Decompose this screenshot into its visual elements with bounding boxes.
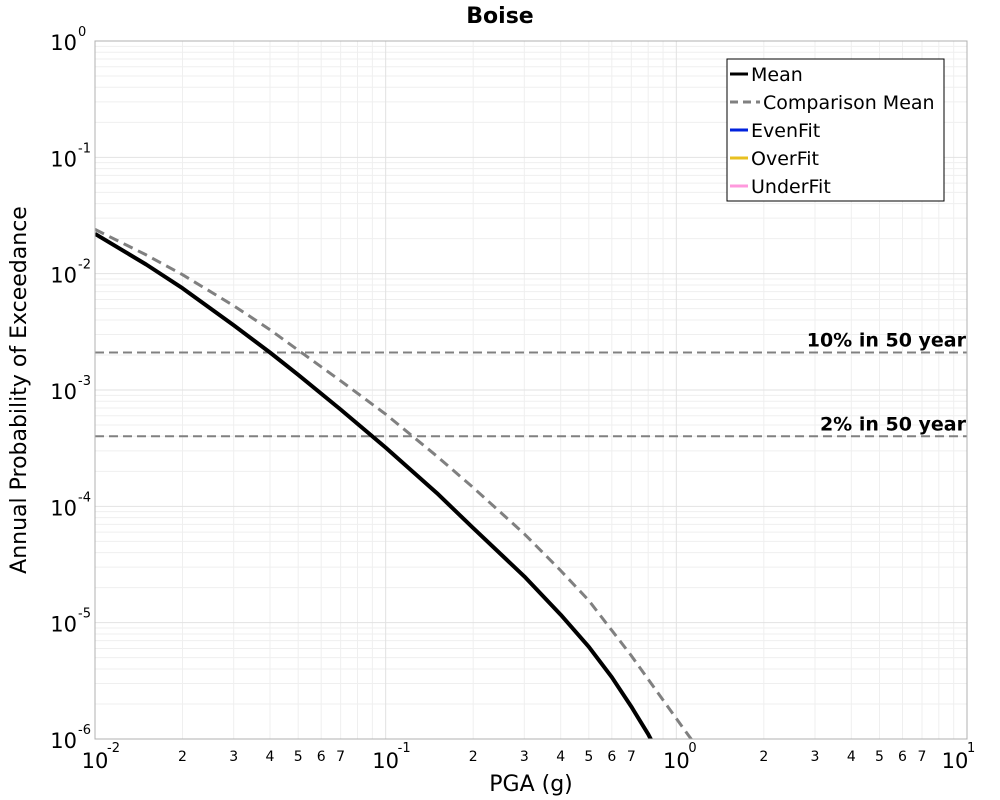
y-tick-exponent: -6 xyxy=(78,723,91,738)
x-minor-tick-label: 7 xyxy=(336,749,345,765)
reference-line-label: 10% in 50 year xyxy=(807,330,967,352)
y-tick-exponent: -3 xyxy=(78,374,91,389)
series-lines xyxy=(95,228,693,739)
x-minor-tick-label: 4 xyxy=(556,749,565,765)
y-tick-exponent: 0 xyxy=(78,25,86,40)
plot-frame xyxy=(94,40,968,740)
x-tick-exponent: -1 xyxy=(398,741,411,756)
legend-box xyxy=(726,58,945,202)
x-tick-label: 10 xyxy=(82,749,109,773)
x-minor-tick-label: 3 xyxy=(520,749,529,765)
legend-entry-label: Mean xyxy=(751,64,803,86)
reference-lines: 10% in 50 year 2% in 50 year xyxy=(95,330,967,438)
chart-title: Boise xyxy=(466,4,533,29)
x-tick-base: 10 xyxy=(663,749,690,773)
x-minor-tick-label: 6 xyxy=(607,749,616,765)
x-tick-exponent: 1 xyxy=(967,741,975,756)
x-minor-tick-label: 3 xyxy=(811,749,820,765)
x-minor-tick-label: 2 xyxy=(759,749,768,765)
x-axis-label: PGA (g) xyxy=(489,772,573,797)
legend: Mean Comparison Mean EvenFit OverFit UnderFi… xyxy=(726,58,945,202)
y-axis-label: Annual Probability of Exceedance xyxy=(7,206,32,574)
legend-entry-label: Comparison Mean xyxy=(763,92,935,114)
legend-entry-label: UnderFit xyxy=(751,176,831,198)
x-minor-tick-label: 6 xyxy=(898,749,907,765)
y-tick-label: 10 xyxy=(50,729,77,753)
legend-entry-label: EvenFit xyxy=(751,120,820,142)
x-minor-tick-label: 3 xyxy=(229,749,238,765)
series-line-mean xyxy=(95,232,653,739)
y-tick-label: 10 xyxy=(50,380,77,404)
x-minor-tick-label: 6 xyxy=(317,749,326,765)
x-tick-exponent: 0 xyxy=(688,741,696,756)
x-tick-label: 10 xyxy=(663,749,690,773)
x-tick-exponent: -2 xyxy=(107,741,120,756)
y-tick-label: 10 xyxy=(50,496,77,520)
y-tick-label: 10 xyxy=(50,264,77,288)
x-minor-tick-label: 5 xyxy=(584,749,593,765)
x-minor-tick-label: 7 xyxy=(918,749,927,765)
y-tick-label: 10 xyxy=(50,147,77,171)
x-tick-base: 10 xyxy=(942,749,969,773)
x-minor-tick-label: 4 xyxy=(266,749,275,765)
reference-line-label: 2% in 50 year xyxy=(820,413,967,435)
x-minor-tick-label: 7 xyxy=(627,749,636,765)
x-minor-tick-label: 5 xyxy=(294,749,303,765)
x-minor-tick-label: 2 xyxy=(178,749,187,765)
x-minor-tick-label: 5 xyxy=(875,749,884,765)
legend-entry-label: OverFit xyxy=(751,148,819,170)
x-tick-base: 10 xyxy=(372,749,399,773)
x-minor-tick-label: 2 xyxy=(469,749,478,765)
x-tick-label: 10 xyxy=(372,749,399,773)
y-tick-exponent: -1 xyxy=(78,141,91,156)
y-tick-label: 10 xyxy=(50,31,77,55)
x-tick-label: 10 xyxy=(942,749,969,773)
x-tick-base: 10 xyxy=(82,749,109,773)
y-tick-exponent: -2 xyxy=(78,258,91,273)
x-minor-tick-label: 4 xyxy=(847,749,856,765)
y-tick-exponent: -5 xyxy=(78,607,91,622)
y-tick-label: 10 xyxy=(50,613,77,637)
y-tick-exponent: -4 xyxy=(78,490,91,505)
series-line-comparison-mean xyxy=(95,228,693,739)
